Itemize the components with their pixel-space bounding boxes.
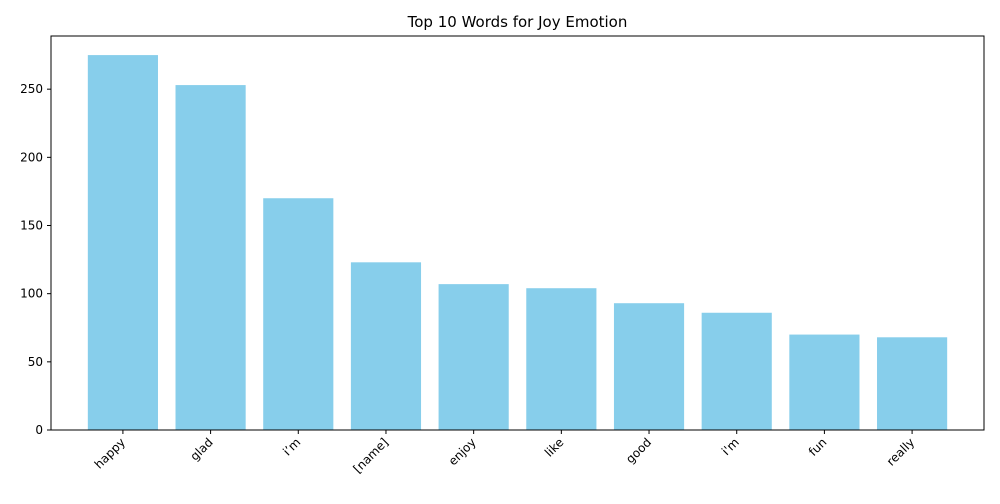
axes-frame [50,35,985,431]
bar-8 [701,312,772,430]
chart-title: Top 10 Words for Joy Emotion [407,13,628,31]
bar-4 [350,262,422,430]
y-tick-label: 200 [20,150,43,164]
y-tick-label: 100 [20,287,43,301]
bar-5 [438,284,509,430]
y-tick-label: 250 [20,82,43,96]
y-tick-label: 50 [28,355,43,369]
bar-10 [877,337,948,430]
bar-1 [87,55,158,430]
y-tick-label: 0 [35,423,43,437]
bar-9 [789,334,860,430]
y-tick-label: 150 [20,219,43,233]
bar-6 [526,288,597,430]
bar-2 [175,85,246,430]
bar-3 [263,198,334,430]
bar-7 [613,303,685,430]
